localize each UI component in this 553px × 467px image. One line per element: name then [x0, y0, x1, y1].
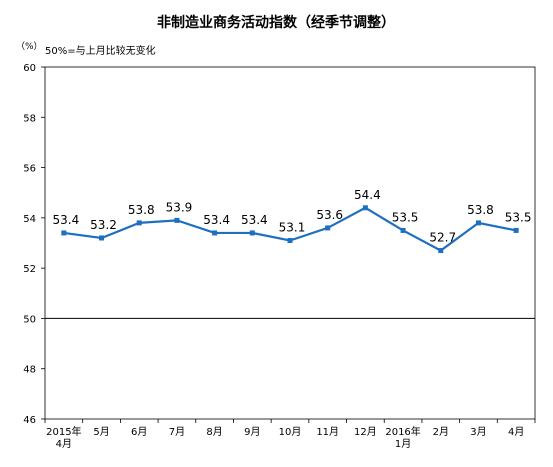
data-label: 53.8 — [467, 203, 494, 217]
data-point — [287, 237, 293, 243]
x-tick-label: 12月 — [354, 426, 377, 438]
series-line: 53.4 53.2 53.8 53.9 53.4 53.4 53.1 53.6 54.4 53.5… — [52, 188, 532, 254]
data-label: 53.1 — [279, 220, 306, 234]
y-tick-label: 54 — [23, 214, 36, 225]
data-point — [362, 205, 368, 211]
y-tick-label: 60 — [23, 63, 36, 74]
x-tick-label: 1月 — [395, 438, 411, 450]
x-tick-label: 11月 — [316, 426, 339, 438]
data-point — [212, 230, 218, 236]
y-tick-label: 52 — [23, 264, 36, 275]
plot-area — [44, 66, 536, 420]
data-label: 53.9 — [166, 200, 193, 214]
y-axis: 60 58 56 54 52 50 48 46 — [23, 63, 45, 426]
data-point — [249, 230, 255, 236]
data-point — [61, 230, 67, 236]
y-tick-label: 50 — [23, 314, 36, 325]
x-tick-label: 7月 — [169, 426, 185, 438]
chart-note: 50%=与上月比较无变化 — [45, 44, 156, 57]
x-tick-label: 9月 — [244, 426, 260, 438]
data-label: 53.4 — [203, 213, 230, 227]
x-tick-label: 3月 — [470, 426, 486, 438]
data-point — [513, 227, 519, 233]
data-point — [400, 227, 406, 233]
x-tick-label: 10月 — [279, 426, 302, 438]
data-label: 53.6 — [316, 208, 343, 222]
y-tick-label: 46 — [23, 415, 36, 426]
data-point — [136, 220, 142, 226]
data-point — [475, 220, 481, 226]
data-point — [99, 235, 105, 241]
data-label: 53.4 — [52, 213, 79, 227]
data-point — [438, 248, 444, 254]
x-tick-label: 4月 — [56, 438, 72, 450]
y-tick-label: 58 — [23, 113, 36, 124]
x-tick-label: 5月 — [93, 426, 109, 438]
x-tick-label: 6月 — [131, 426, 147, 438]
chart-title: 非制造业商务活动指数（经季节调整） — [157, 14, 395, 31]
y-tick-label: 56 — [23, 164, 36, 175]
x-tick-label: 4月 — [508, 426, 524, 438]
y-unit-label: （%） — [16, 41, 43, 52]
data-label: 53.4 — [241, 213, 268, 227]
data-label: 53.5 — [392, 210, 419, 224]
data-label: 53.5 — [505, 210, 532, 224]
data-label: 53.8 — [128, 203, 155, 217]
data-label: 52.7 — [429, 231, 456, 245]
x-tick-label: 2015年 — [46, 425, 81, 438]
x-tick-label: 2016年 — [385, 425, 420, 438]
data-point — [174, 217, 180, 223]
data-point — [325, 225, 331, 231]
x-tick-label: 2月 — [433, 426, 449, 438]
x-tick-label: 8月 — [206, 426, 222, 438]
data-label: 54.4 — [354, 188, 381, 202]
y-tick-label: 48 — [23, 365, 36, 376]
data-label: 53.2 — [90, 218, 117, 232]
